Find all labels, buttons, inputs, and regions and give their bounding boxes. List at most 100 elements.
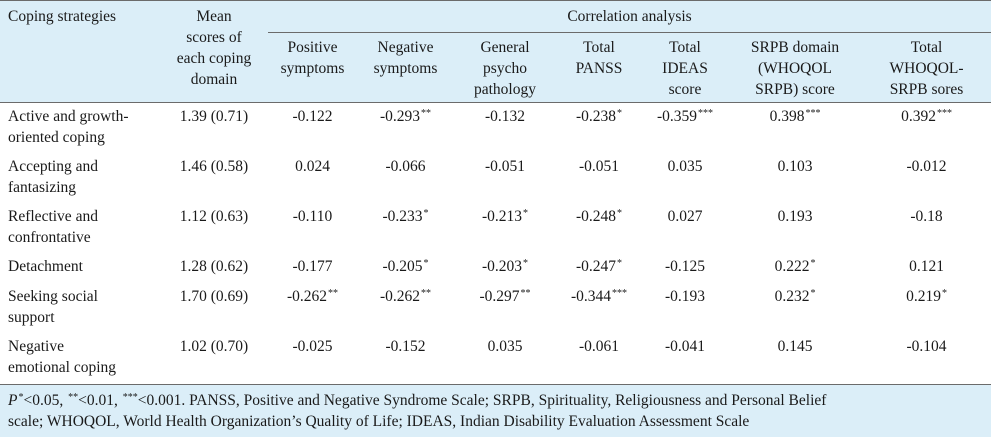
row-label-line: fantasizing (8, 178, 77, 196)
correlation-value: -0.051 (484, 157, 526, 175)
correlation-value: 0.121 (909, 257, 944, 275)
correlation-value: 0.222 (774, 257, 810, 275)
correlation-value: -0.238 (575, 108, 617, 125)
correlation-cell: -0.066 (357, 153, 454, 203)
correlation-value: -0.293 (379, 108, 421, 125)
correlation-value: 0.035 (487, 337, 523, 355)
correlation-value: 0.103 (777, 157, 813, 175)
significance-mark: * (617, 257, 623, 269)
correlation-value: 0.392 (901, 108, 936, 125)
header-column-line: (WHOQOL (757, 60, 833, 77)
correlation-cell: -0.297** (454, 283, 556, 333)
header-column-line: General (480, 39, 530, 56)
correlation-value: 0.145 (777, 337, 813, 355)
header-column-line: Positive (287, 39, 338, 56)
correlation-cell: 0.219* (862, 283, 991, 333)
correlation-cell: -0.152 (357, 333, 454, 384)
row-label: Reflective and confrontative (0, 203, 160, 253)
correlation-cell: 0.398*** (728, 103, 862, 153)
correlation-cell: 0.232* (728, 283, 862, 333)
header-coping-strategies: Coping strategies (8, 8, 117, 25)
correlation-value: -0.297 (479, 287, 520, 305)
significance-mark: * (423, 257, 429, 269)
header-column-line: SRPB) score (755, 81, 835, 98)
correlation-cell: 0.027 (642, 203, 728, 253)
mean-score-cell: 1.28 (0.62) (179, 257, 249, 275)
row-label-line: emotional coping (8, 358, 117, 376)
correlation-cell: -0.18 (862, 203, 991, 253)
correlation-cell: -0.061 (556, 333, 642, 384)
correlation-value: -0.205 (382, 257, 423, 275)
correlation-cell: -0.110 (268, 203, 357, 253)
footnote-line-2: scale; WHOQOL, World Health Organization… (8, 412, 750, 430)
header-mean-line: domain (190, 71, 238, 88)
table-row: Negative emotional coping 1.02 (0.70) -0.02… (0, 333, 991, 384)
row-label-line: Negative (8, 337, 64, 355)
row-label: Active and growth-oriented coping (0, 103, 160, 153)
header-column-line: PANSS (575, 60, 623, 77)
correlation-cell: -0.344*** (556, 283, 642, 333)
table-row: Active and growth-oriented coping 1.39 (0… (0, 103, 991, 153)
correlation-value: -0.051 (578, 157, 620, 175)
footnote-p: P (8, 391, 18, 409)
correlation-cell: -0.041 (642, 333, 728, 384)
mean-score-cell: 1.46 (0.58) (179, 157, 249, 175)
correlation-cell: -0.238* (556, 103, 642, 153)
correlation-value: -0.110 (292, 207, 333, 225)
correlation-value: -0.233 (382, 207, 423, 225)
correlation-cell: -0.051 (556, 153, 642, 203)
header-column: Total PANSS (556, 33, 642, 103)
row-label-line: support (8, 308, 55, 326)
header-column: Positive symptoms (268, 33, 357, 103)
significance-mark: *** (698, 108, 714, 119)
correlation-value: -0.262 (286, 287, 328, 305)
header-mean-scores: Mean scores of each coping domain (160, 1, 268, 103)
footnote-sup: ** (68, 391, 79, 403)
footnote-sup: * (18, 391, 24, 403)
correlation-value: -0.104 (906, 337, 947, 355)
table-footnote: P*<0.05, **<0.01, ***<0.001. PANSS, Posi… (0, 383, 991, 437)
header-column-line: Total (910, 39, 943, 56)
table-body: Active and growth-oriented coping 1.39 (0… (0, 103, 991, 384)
significance-mark: * (617, 108, 623, 119)
significance-mark: *** (936, 108, 952, 119)
header-column: SRPB domain (WHOQOL SRPB) score (728, 33, 862, 103)
correlation-value: -0.248 (575, 207, 617, 225)
header-column-line: Total (669, 39, 701, 56)
significance-mark: * (810, 257, 816, 269)
correlation-value: -0.152 (385, 337, 426, 355)
correlation-value: -0.193 (664, 287, 706, 305)
footnote-line-1: P*<0.05, **<0.01, ***<0.001. PANSS, Posi… (8, 390, 983, 411)
correlation-cell: -0.248* (556, 203, 642, 253)
correlation-value: -0.066 (385, 157, 426, 175)
significance-mark: *** (612, 287, 628, 299)
correlation-cell: -0.051 (454, 153, 556, 203)
header-mean-line: Mean (196, 8, 232, 25)
footnote-sup: *** (122, 391, 138, 403)
correlation-value: -0.125 (664, 257, 706, 275)
header-column: General psycho pathology (454, 33, 556, 103)
row-label: Seeking social support (0, 283, 160, 333)
correlation-value: 0.219 (906, 287, 941, 305)
correlation-value: -0.213 (481, 207, 523, 225)
correlation-cell: 0.024 (268, 153, 357, 203)
correlation-value: -0.18 (910, 207, 943, 225)
correlation-cell: -0.205* (357, 253, 454, 283)
header-column-line: WHOQOL- (889, 60, 964, 77)
header-column-line: psycho (483, 60, 527, 77)
correlation-cell: -0.293** (357, 103, 454, 153)
significance-mark: ** (421, 287, 432, 299)
header-column-line: Total (583, 39, 615, 56)
correlation-value: 0.398 (769, 108, 805, 125)
correlation-value: -0.025 (292, 337, 333, 355)
significance-mark: ** (328, 287, 339, 299)
correlation-cell: -0.247* (556, 253, 642, 283)
correlation-cell: 0.035 (642, 153, 728, 203)
correlation-value: 0.027 (667, 207, 703, 225)
header-mean-line: each coping (176, 50, 252, 67)
row-label: Negative emotional coping (0, 333, 160, 384)
correlation-value: 0.035 (667, 157, 703, 175)
header-column-line: SRPB domain (750, 39, 840, 56)
correlation-value: -0.061 (578, 337, 620, 355)
